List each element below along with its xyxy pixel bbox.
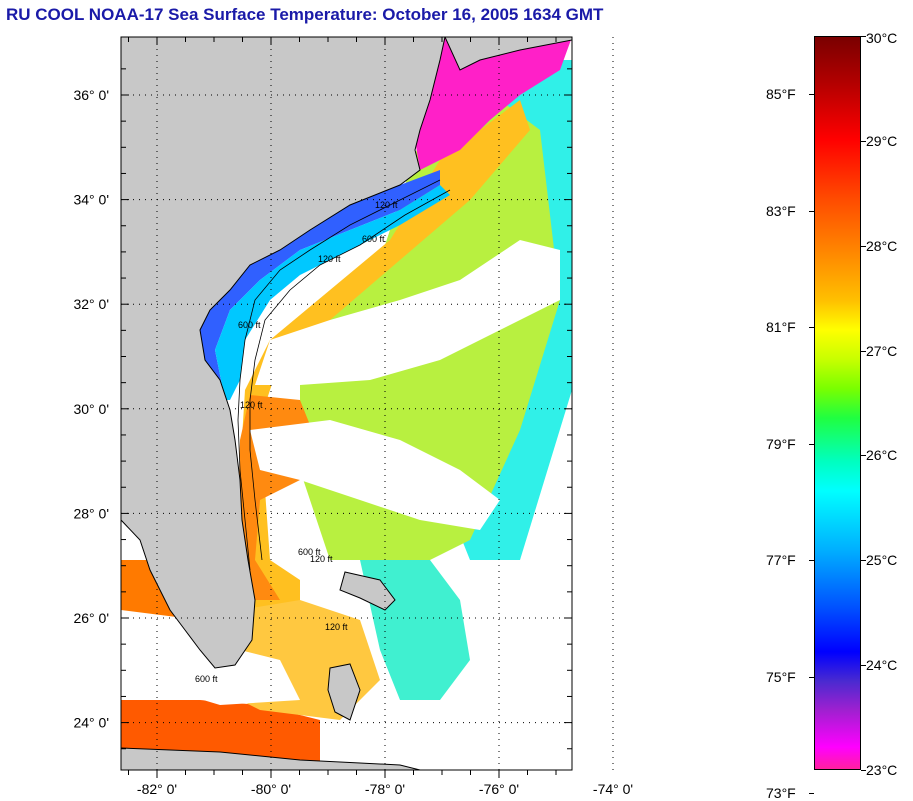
sst-warm-gulfstream [240,100,530,620]
land-cuba-edge [121,747,421,770]
land-carolina-inner [444,37,572,71]
fahrenheit-label: 75°F [766,668,796,685]
fahrenheit-label: 83°F [766,202,796,219]
temperature-colorbar [814,36,861,770]
fahrenheit-tick [809,560,814,562]
cloud-patch [250,420,500,530]
contour-label: 120 ft [325,622,348,632]
celsius-tick [861,245,866,247]
lat-label: 32° 0' [73,296,109,312]
celsius-label: 25°C [866,552,898,569]
celsius-label: 27°C [866,342,898,359]
fahrenheit-tick [809,443,814,445]
sst-cool-coastal [215,185,450,400]
celsius-label: 23°C [866,762,898,778]
fahrenheit-label: 77°F [766,552,796,569]
celsius-label: 24°C [866,657,898,674]
contour-label: 120 ft [375,200,398,210]
lon-label: -78° 0' [365,781,405,797]
lon-label: -80° 0' [251,781,291,797]
contour-label: 120 ft [318,254,341,264]
lat-label: 24° 0' [73,715,109,731]
lon-label: -74° 0' [593,781,633,797]
lon-label: -82° 0' [137,781,177,797]
lat-label: 30° 0' [73,401,109,417]
sst-coldest-ne [415,37,572,170]
celsius-tick [861,665,866,667]
land-bahamas-grand [339,571,396,611]
fahrenheit-tick [809,327,814,329]
lat-lon-grid [121,37,614,770]
celsius-tick [861,455,866,457]
contour-label: 600 ft [362,234,385,244]
map-title: RU COOL NOAA-17 Sea Surface Temperature:… [6,5,604,24]
celsius-tick [861,560,866,562]
contour-label: 600 ft [238,320,261,330]
map-content [121,37,572,770]
celsius-tick [861,36,866,37]
celsius-label: 26°C [866,447,898,464]
fahrenheit-tick [809,676,814,678]
map-axes: 36° 0' 34° 0' 32° 0' 30° 0' 28° 0' 26° 0' 24° … [73,37,633,797]
lat-label: 36° 0' [73,87,109,103]
contour-120ft [237,179,441,571]
celsius-label: 30°C [866,30,898,46]
celsius-label: 28°C [866,237,898,254]
contour-label: 120 ft [240,400,263,410]
celsius-tick [861,140,866,142]
map-frame [120,36,573,771]
land-southeast-us [121,37,446,669]
contour-600ft [249,189,451,561]
fahrenheit-tick [809,793,814,795]
fahrenheit-label: 73°F [766,785,796,801]
cloud-patch [255,240,560,385]
lon-label: -76° 0' [479,781,519,797]
fahrenheit-label: 79°F [766,435,796,452]
contour-label: 600 ft [195,674,218,684]
fahrenheit-tick [809,94,814,96]
lat-label: 26° 0' [73,610,109,626]
contour-label: 120 ft [310,554,333,564]
celsius-tick [861,770,866,771]
lat-label: 34° 0' [73,192,109,208]
fahrenheit-label: 85°F [766,86,796,103]
fahrenheit-tick [809,210,814,212]
land-bahamas-andros [327,663,361,721]
celsius-label: 29°C [866,132,898,149]
contour-label: 600 ft [298,547,321,557]
lat-label: 28° 0' [73,505,109,521]
fahrenheit-label: 81°F [766,319,796,336]
celsius-tick [861,350,866,352]
